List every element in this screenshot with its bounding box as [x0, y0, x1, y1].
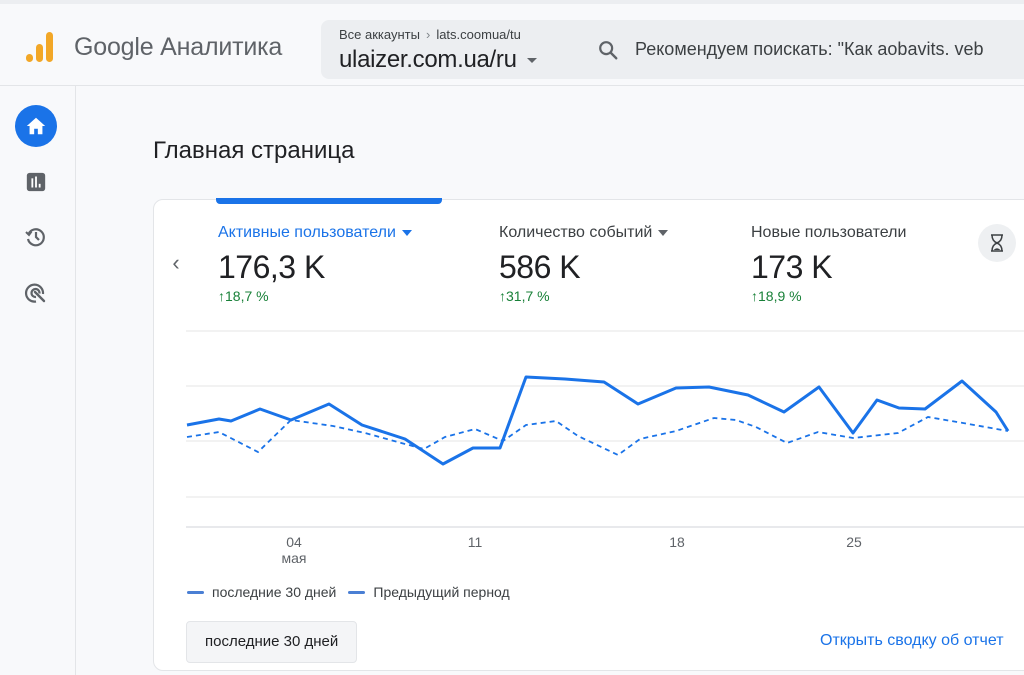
metric-tab-new-users[interactable]: Новые пользователи 173 K ↑18,9 % — [751, 224, 906, 304]
metric-value: 176,3 K — [218, 249, 325, 285]
analytics-logo-icon[interactable] — [26, 30, 54, 62]
metric-tab-event-count[interactable]: Количество событий 586 K ↑31,7 % — [499, 224, 669, 304]
property-name: ulaizer.com.ua/ru — [339, 46, 517, 73]
chart-legend: последние 30 дней Предыдущий пернод — [187, 584, 522, 600]
breadcrumb-account[interactable]: lats.coomua/tu — [436, 27, 521, 42]
legend-item-current[interactable]: последние 30 дней — [187, 584, 336, 600]
legend-swatch-icon — [187, 590, 204, 594]
legend-item-previous[interactable]: Предыдущий пернод — [348, 584, 510, 600]
page-title: Главная страница — [153, 137, 355, 164]
metric-delta: ↑18,9 % — [751, 288, 802, 304]
hourglass-button[interactable] — [978, 224, 1016, 262]
home-icon — [26, 117, 46, 135]
metric-value: 173 K — [751, 249, 833, 285]
search-input[interactable]: Рекомендуем поискать: "Как aobavits. veb — [635, 39, 984, 59]
hourglass-icon — [991, 234, 1003, 252]
legend-swatch-icon — [348, 590, 366, 594]
property-selector[interactable]: ulaizer.com.ua/ru — [339, 46, 537, 74]
metric-value: 586 K — [499, 249, 581, 285]
chevron-left-icon[interactable]: ‹ — [172, 250, 180, 275]
chevron-right-icon: › — [425, 27, 431, 42]
top-bar: Google Аналитика Все аккаунты › lats.coomu… — [0, 0, 1024, 86]
app-title: Google Аналитика — [74, 33, 283, 61]
x-tick-label: 11 — [467, 534, 483, 550]
date-range-button[interactable]: последние 30 дней — [186, 621, 358, 663]
metric-label[interactable]: Количество событий — [499, 224, 669, 242]
caret-down-icon — [658, 229, 669, 236]
sidebar-item-reports[interactable] — [15, 161, 57, 203]
caret-down-icon — [526, 58, 537, 64]
sidebar-item-home[interactable] — [15, 105, 57, 147]
metric-label: Новые пользователи — [751, 224, 907, 241]
history-icon — [25, 228, 45, 247]
account-search-bar: Все аккаунты › lats.coomua/tu ulaizer.com.… — [321, 20, 1024, 79]
active-metric-indicator — [216, 198, 442, 204]
search-icon[interactable] — [597, 39, 619, 61]
open-report-link[interactable]: Открыть сводку об отчет — [820, 632, 1004, 649]
sidebar-item-explore[interactable] — [15, 216, 57, 258]
caret-down-icon — [401, 229, 412, 236]
breadcrumb[interactable]: Все аккаунты › lats.coomua/tu — [339, 27, 521, 42]
sidebar-item-advertising[interactable] — [15, 272, 57, 314]
breadcrumb-all-accounts[interactable]: Все аккаунты — [339, 27, 420, 42]
target-icon — [24, 283, 46, 303]
metric-label[interactable]: Активные пользователи — [218, 224, 412, 242]
x-tick-label: 18 — [669, 534, 685, 550]
x-tick-label: 04 мая — [281, 534, 307, 566]
sidebar-nav — [0, 86, 76, 675]
metric-tab-active-users[interactable]: Активные пользователи 176,3 K ↑18,7 % — [218, 224, 412, 304]
x-tick-label: 25 — [846, 534, 862, 550]
metric-delta: ↑31,7 % — [499, 288, 550, 304]
bar-chart-icon — [26, 172, 46, 192]
metric-delta: ↑18,7 % — [218, 288, 269, 304]
